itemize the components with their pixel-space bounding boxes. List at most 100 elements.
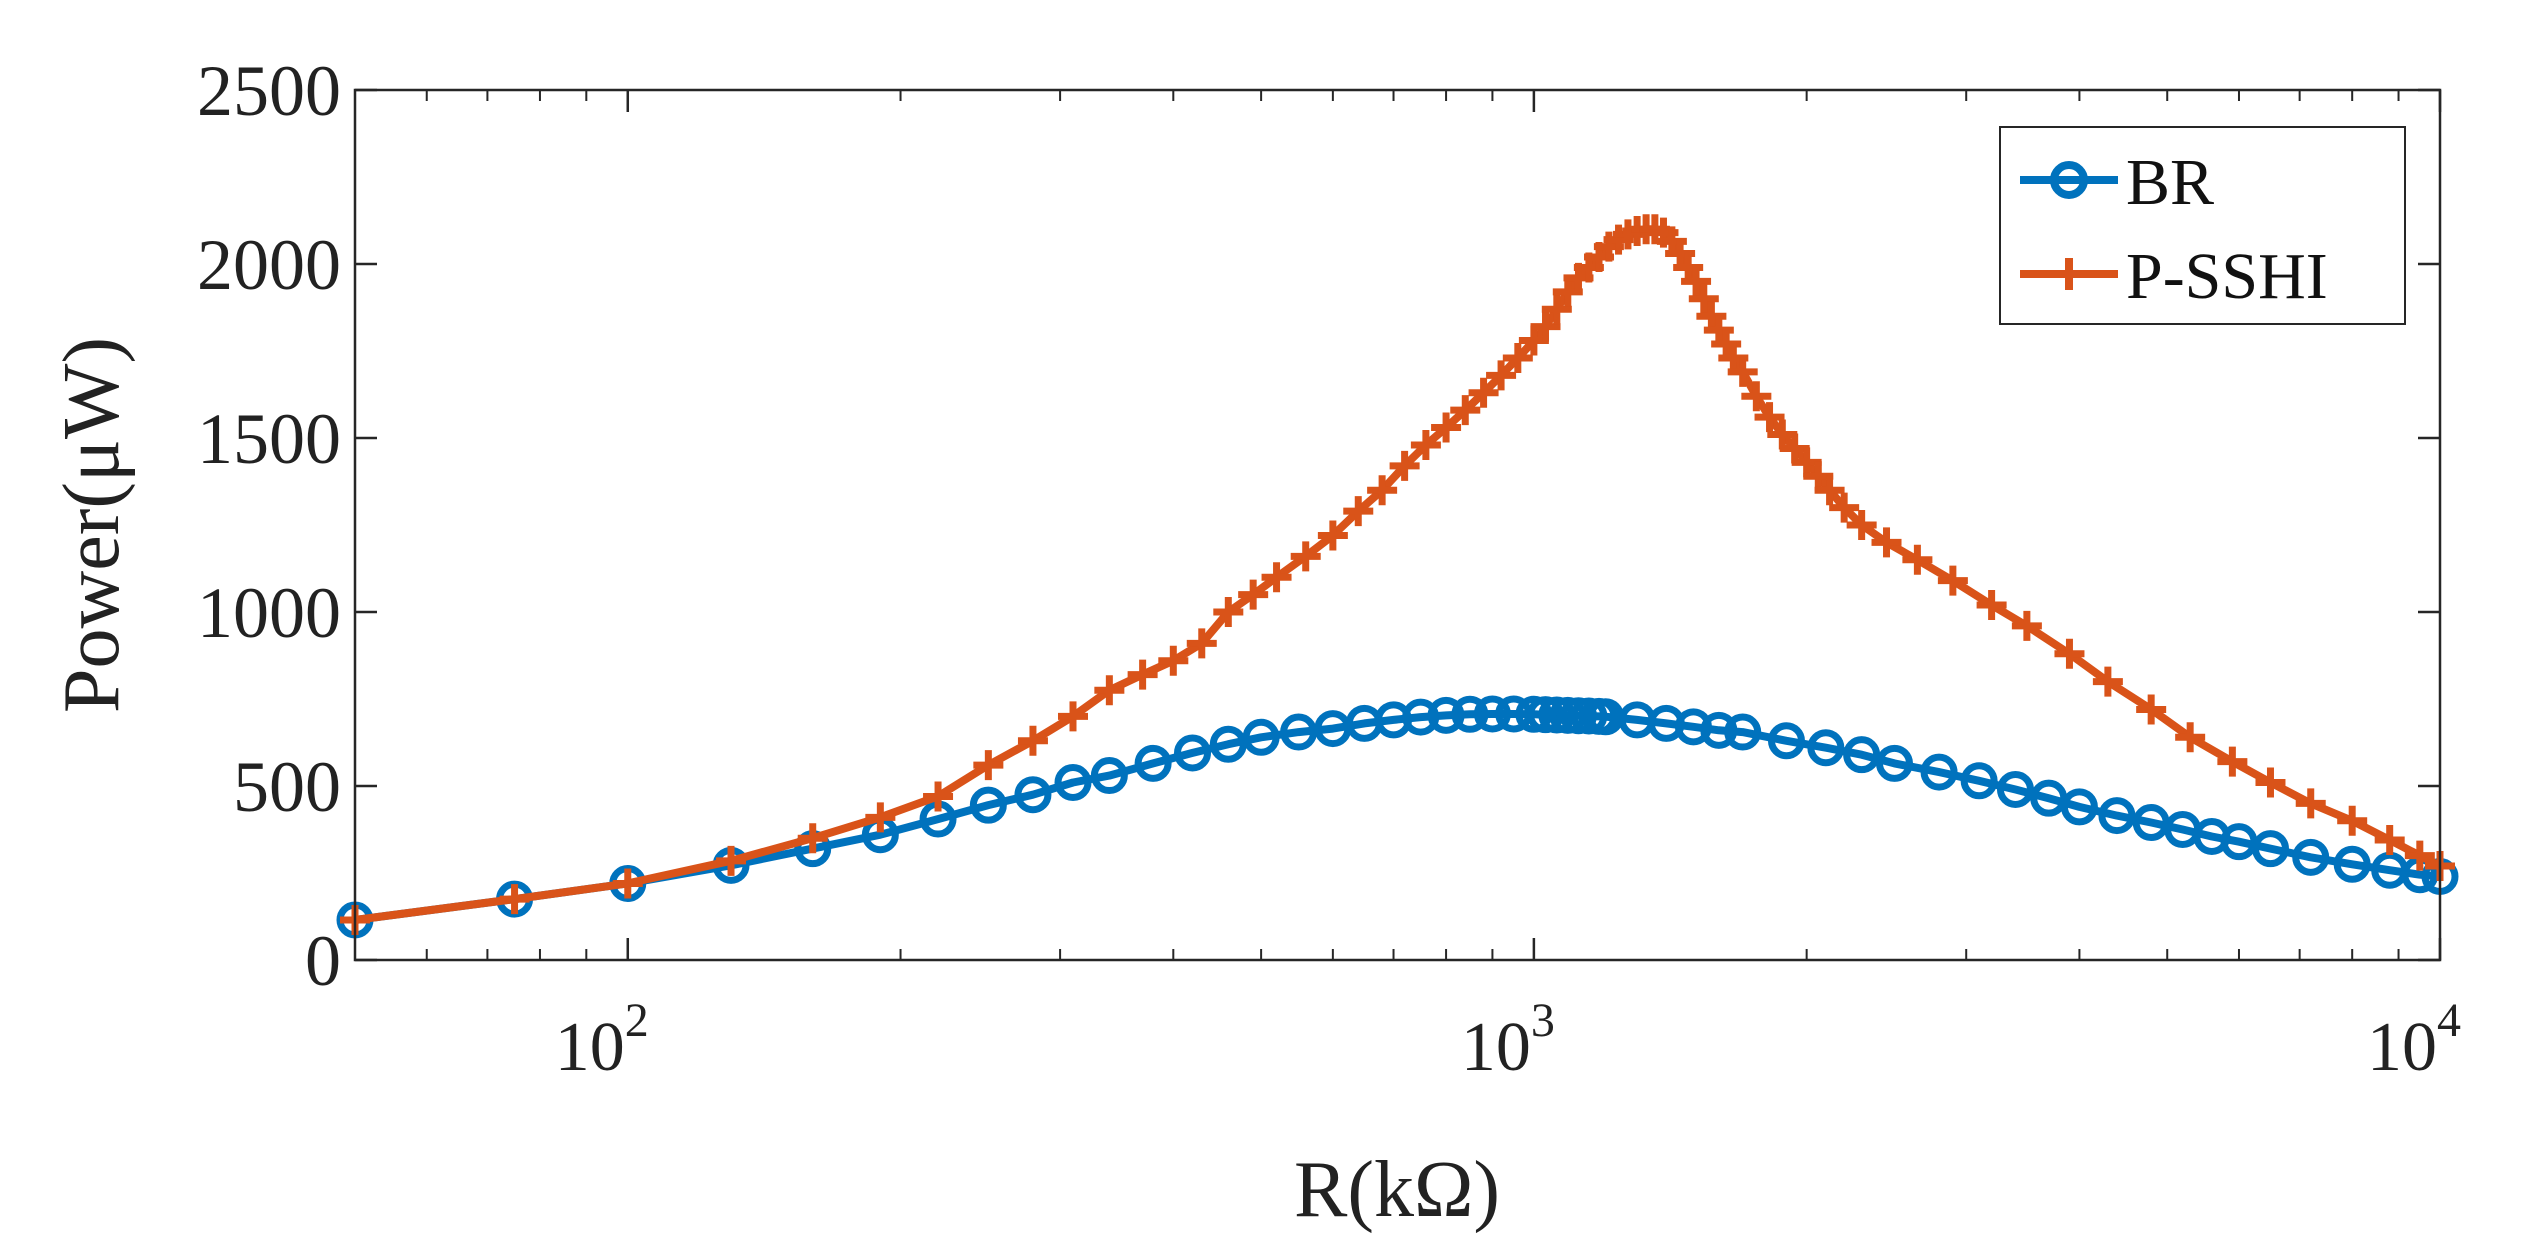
series-br <box>336 695 2459 939</box>
y-tick-label: 2500 <box>197 51 341 131</box>
data-point-br <box>1674 708 1712 746</box>
data-point-p-sshi <box>1389 450 1420 481</box>
data-point-p-sshi <box>612 868 643 899</box>
data-point-p-sshi <box>2255 767 2286 798</box>
data-point-p-sshi <box>1017 725 1048 756</box>
data-point-p-sshi <box>2175 722 2206 753</box>
data-point-p-sshi <box>1688 283 1719 314</box>
data-point-p-sshi <box>1317 520 1348 551</box>
data-point-p-sshi <box>1431 412 1462 443</box>
data-point-p-sshi <box>1814 475 1845 506</box>
data-point-p-sshi <box>1213 597 1244 627</box>
data-point-p-sshi <box>1486 360 1517 391</box>
data-point-br <box>1515 695 1553 733</box>
data-point-p-sshi <box>2295 788 2326 819</box>
data-point-p-sshi <box>1937 565 1968 596</box>
data-point-p-sshi <box>2404 840 2435 871</box>
data-point-p-sshi <box>2374 824 2405 855</box>
data-point-br <box>1090 757 1128 795</box>
data-point-p-sshi <box>1261 562 1292 593</box>
data-point-p-sshi <box>716 845 747 876</box>
data-point-p-sshi <box>2136 694 2167 725</box>
legend-br-label: BR <box>2126 146 2214 219</box>
data-point-br <box>2098 797 2136 835</box>
data-point-br <box>1014 776 1052 814</box>
data-point-p-sshi <box>499 884 530 915</box>
legend-p-sshi-label: P-SSHI <box>2126 240 2328 313</box>
legend-item-br: BR <box>2020 146 2214 219</box>
data-point-br <box>1054 764 1092 802</box>
plot-area-frame <box>353 88 2442 962</box>
data-point-br <box>2292 838 2330 876</box>
data-point-br <box>1242 718 1280 756</box>
data-point-p-sshi <box>1727 356 1758 387</box>
data-point-p-sshi <box>2217 746 2248 777</box>
ticks-layer <box>354 88 2442 962</box>
data-point-p-sshi <box>1094 675 1125 706</box>
data-point-br <box>2251 830 2289 868</box>
data-point-br <box>1960 762 1998 800</box>
data-point-p-sshi <box>1829 492 1860 523</box>
data-point-br <box>1473 695 1511 733</box>
data-point-p-sshi <box>1976 590 2007 621</box>
data-point-p-sshi <box>1450 395 1481 426</box>
data-point-p-sshi <box>1541 294 1572 325</box>
data-point-br <box>1427 696 1465 734</box>
data-point-p-sshi <box>1902 544 1933 575</box>
data-point-br <box>1767 722 1805 760</box>
data-point-br <box>1724 713 1762 751</box>
data-point-p-sshi <box>923 781 954 812</box>
data-point-p-sshi <box>1468 377 1499 408</box>
data-point-br <box>1875 744 1913 782</box>
data-point-p-sshi <box>1502 342 1533 373</box>
data-point-p-sshi <box>1127 659 1158 690</box>
data-point-p-sshi <box>1741 381 1772 412</box>
data-point-p-sshi <box>1186 628 1217 659</box>
data-point-br <box>1134 744 1172 782</box>
data-point-p-sshi <box>865 802 896 833</box>
data-point-br <box>1996 770 2034 808</box>
data-point-br <box>1451 695 1489 733</box>
data-point-br <box>969 786 1007 824</box>
data-point-p-sshi <box>1238 579 1269 610</box>
data-point-br <box>1280 713 1318 751</box>
y-tick-label: 500 <box>233 747 341 827</box>
data-point-p-sshi <box>797 823 828 854</box>
data-point-p-sshi <box>2054 638 2085 669</box>
data-point-p-sshi <box>1754 402 1785 433</box>
data-point-p-sshi <box>1846 510 1877 540</box>
data-point-p-sshi <box>1290 541 1321 572</box>
data-point-p-sshi <box>1410 429 1441 460</box>
data-point-br <box>1843 736 1881 774</box>
y-tick-label: 1000 <box>197 573 341 653</box>
data-point-br <box>1920 753 1958 791</box>
data-point-p-sshi <box>1530 311 1561 342</box>
data-point-br <box>1807 729 1845 767</box>
data-point-p-sshi <box>1158 645 1189 676</box>
data-point-p-sshi <box>2011 610 2042 641</box>
x-axis-title: R(kΩ) <box>1294 1146 1500 1234</box>
y-axis-title: Power(μW) <box>48 337 136 713</box>
legend-item-p-sshi: P-SSHI <box>2020 240 2328 313</box>
y-tick-label: 2000 <box>197 225 341 305</box>
data-point-p-sshi <box>1343 496 1374 527</box>
y-tick-label: 0 <box>305 921 341 1001</box>
data-point-br <box>2333 845 2371 883</box>
data-point-br <box>1209 725 1247 763</box>
data-point-br <box>2060 788 2098 826</box>
data-point-p-sshi <box>1367 475 1398 506</box>
y-tick-label: 1500 <box>197 399 341 479</box>
legend-p-sshi-marker <box>2053 258 2085 290</box>
legend-br-marker <box>2050 161 2088 199</box>
data-point-p-sshi <box>973 750 1004 781</box>
series-layer <box>336 214 2459 939</box>
data-point-br <box>1174 734 1212 772</box>
legend: BR P-SSHI <box>1999 126 2406 325</box>
data-point-p-sshi <box>1681 266 1712 297</box>
data-point-br <box>1402 698 1440 736</box>
data-point-p-sshi <box>1058 701 1088 732</box>
legend-box <box>1999 126 2406 325</box>
data-point-p-sshi <box>2337 805 2368 836</box>
